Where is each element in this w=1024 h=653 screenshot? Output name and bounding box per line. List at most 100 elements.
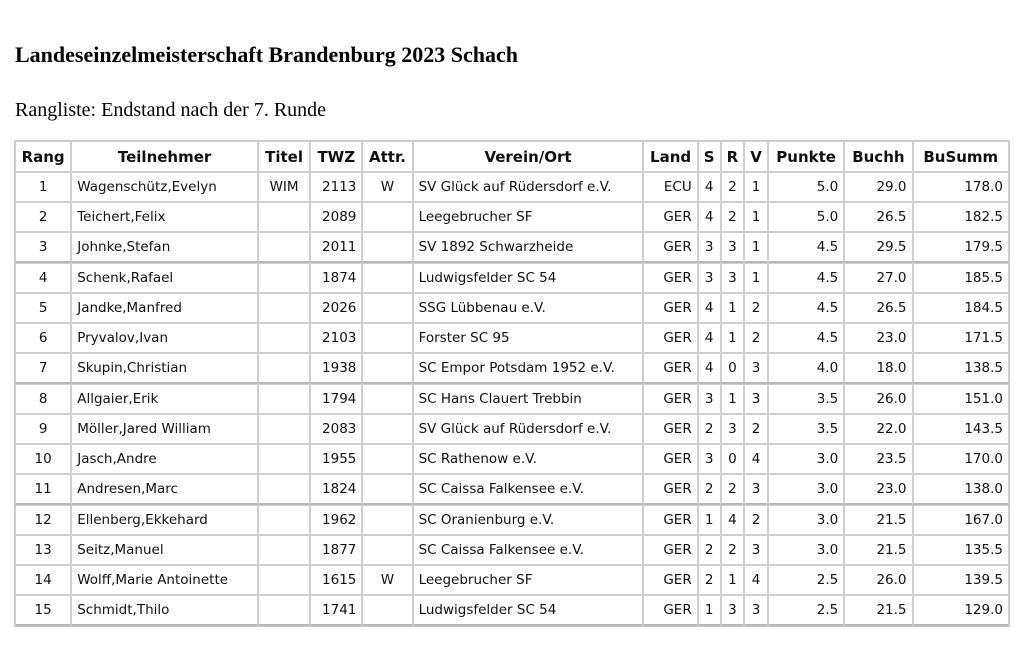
cell-s: 3 bbox=[697, 232, 721, 263]
cell-rang: 6 bbox=[15, 323, 72, 353]
cell-busumm: 129.0 bbox=[912, 595, 1009, 626]
table-row: 7 Skupin,Christian 1938 SC Empor Potsdam 19… bbox=[15, 353, 1009, 384]
cell-s: 1 bbox=[697, 505, 721, 535]
cell-titel bbox=[257, 323, 311, 353]
cell-teilnehmer: Schenk,Rafael bbox=[71, 263, 258, 293]
cell-teilnehmer: Möller,Jared William bbox=[71, 414, 258, 444]
cell-v: 3 bbox=[744, 384, 768, 414]
cell-busumm: 184.5 bbox=[912, 293, 1009, 323]
page-subtitle: Rangliste: Endstand nach der 7. Runde bbox=[15, 99, 327, 121]
cell-busumm: 138.0 bbox=[912, 474, 1009, 505]
cell-titel bbox=[257, 474, 311, 505]
cell-teilnehmer: Ellenberg,Ekkehard bbox=[71, 505, 258, 535]
cell-land: GER bbox=[643, 353, 698, 384]
cell-rang: 7 bbox=[15, 353, 72, 384]
cell-s: 4 bbox=[697, 202, 721, 232]
table-row: 13 Seitz,Manuel 1877 SC Caissa Falkensee e.… bbox=[15, 535, 1009, 565]
column-header-attr: Attr. bbox=[362, 141, 413, 172]
cell-rang: 14 bbox=[15, 565, 72, 595]
cell-punkte: 3.5 bbox=[767, 414, 845, 444]
cell-s: 3 bbox=[697, 444, 721, 474]
cell-r: 2 bbox=[720, 474, 745, 505]
cell-buchh: 26.5 bbox=[844, 202, 913, 232]
cell-twz: 1741 bbox=[310, 595, 363, 626]
cell-twz: 1955 bbox=[310, 444, 363, 474]
cell-busumm: 138.5 bbox=[912, 353, 1009, 384]
table-row: 11 Andresen,Marc 1824 SC Caissa Falkensee e… bbox=[15, 474, 1009, 505]
cell-titel bbox=[257, 232, 311, 263]
cell-rang: 15 bbox=[15, 595, 72, 626]
cell-titel bbox=[257, 595, 311, 626]
cell-attr bbox=[362, 263, 413, 293]
cell-buchh: 29.0 bbox=[844, 172, 913, 202]
cell-teilnehmer: Jandke,Manfred bbox=[71, 293, 258, 323]
cell-attr bbox=[362, 202, 413, 232]
column-header-titel: Titel bbox=[257, 141, 311, 172]
cell-rang: 11 bbox=[15, 474, 72, 505]
table-row: 14 Wolff,Marie Antoinette 1615 W Leegebruche… bbox=[15, 565, 1009, 595]
cell-land: GER bbox=[643, 444, 698, 474]
table-row: 5 Jandke,Manfred 2026 SSG Lübbenau e.V. GER 4… bbox=[15, 293, 1009, 323]
cell-punkte: 3.0 bbox=[767, 474, 845, 505]
cell-twz: 1962 bbox=[310, 505, 363, 535]
cell-buchh: 26.0 bbox=[844, 565, 913, 595]
cell-twz: 1874 bbox=[310, 263, 363, 293]
cell-punkte: 4.5 bbox=[767, 323, 845, 353]
cell-r: 0 bbox=[720, 444, 745, 474]
cell-land: GER bbox=[643, 474, 698, 505]
cell-verein: SC Caissa Falkensee e.V. bbox=[412, 535, 644, 565]
table-row: 10 Jasch,Andre 1955 SC Rathenow e.V. GER 3 0 4 3… bbox=[15, 444, 1009, 474]
cell-titel bbox=[257, 202, 311, 232]
table-row: 15 Schmidt,Thilo 1741 Ludwigsfelder SC 54 GE… bbox=[15, 595, 1009, 626]
table-row: 4 Schenk,Rafael 1874 Ludwigsfelder SC 54 GER… bbox=[15, 263, 1009, 293]
cell-verein: SC Hans Clauert Trebbin bbox=[412, 384, 644, 414]
cell-attr bbox=[362, 595, 413, 626]
cell-twz: 2089 bbox=[310, 202, 363, 232]
cell-punkte: 2.5 bbox=[767, 565, 845, 595]
cell-titel bbox=[257, 414, 311, 444]
cell-s: 2 bbox=[697, 474, 721, 505]
cell-verein: SC Empor Potsdam 1952 e.V. bbox=[412, 353, 644, 384]
cell-r: 3 bbox=[720, 263, 745, 293]
cell-twz: 1824 bbox=[310, 474, 363, 505]
table-row: 2 Teichert,Felix 2089 Leegebrucher SF GER 4 2 1… bbox=[15, 202, 1009, 232]
cell-v: 3 bbox=[744, 535, 768, 565]
cell-teilnehmer: Seitz,Manuel bbox=[71, 535, 258, 565]
table-row: 1 Wagenschütz,Evelyn WIM 2113 W SV Glück auf … bbox=[15, 172, 1009, 202]
column-header-r: R bbox=[720, 141, 745, 172]
cell-verein: Leegebrucher SF bbox=[412, 565, 644, 595]
cell-busumm: 151.0 bbox=[912, 384, 1009, 414]
cell-teilnehmer: Johnke,Stefan bbox=[71, 232, 258, 263]
cell-verein: SSG Lübbenau e.V. bbox=[412, 293, 644, 323]
cell-v: 2 bbox=[744, 323, 768, 353]
cell-titel bbox=[257, 565, 311, 595]
cell-attr bbox=[362, 414, 413, 444]
cell-verein: Ludwigsfelder SC 54 bbox=[412, 263, 644, 293]
cell-rang: 8 bbox=[15, 384, 72, 414]
cell-s: 1 bbox=[697, 595, 721, 626]
cell-teilnehmer: Jasch,Andre bbox=[71, 444, 258, 474]
cell-twz: 2113 bbox=[310, 172, 363, 202]
cell-busumm: 139.5 bbox=[912, 565, 1009, 595]
cell-busumm: 143.5 bbox=[912, 414, 1009, 444]
cell-rang: 13 bbox=[15, 535, 72, 565]
cell-titel bbox=[257, 293, 311, 323]
cell-buchh: 21.5 bbox=[844, 535, 913, 565]
cell-teilnehmer: Teichert,Felix bbox=[71, 202, 258, 232]
cell-punkte: 4.0 bbox=[767, 353, 845, 384]
cell-buchh: 23.5 bbox=[844, 444, 913, 474]
cell-s: 3 bbox=[697, 263, 721, 293]
cell-attr bbox=[362, 474, 413, 505]
cell-busumm: 182.5 bbox=[912, 202, 1009, 232]
cell-rang: 4 bbox=[15, 263, 72, 293]
cell-v: 2 bbox=[744, 293, 768, 323]
table-header-row: Rang Teilnehmer Titel TWZ Attr. Verein/O… bbox=[15, 141, 1009, 172]
cell-verein: SC Rathenow e.V. bbox=[412, 444, 644, 474]
cell-teilnehmer: Pryvalov,Ivan bbox=[71, 323, 258, 353]
cell-r: 4 bbox=[720, 505, 745, 535]
cell-v: 1 bbox=[744, 202, 768, 232]
cell-teilnehmer: Andresen,Marc bbox=[71, 474, 258, 505]
cell-buchh: 23.0 bbox=[844, 323, 913, 353]
cell-r: 3 bbox=[720, 595, 745, 626]
